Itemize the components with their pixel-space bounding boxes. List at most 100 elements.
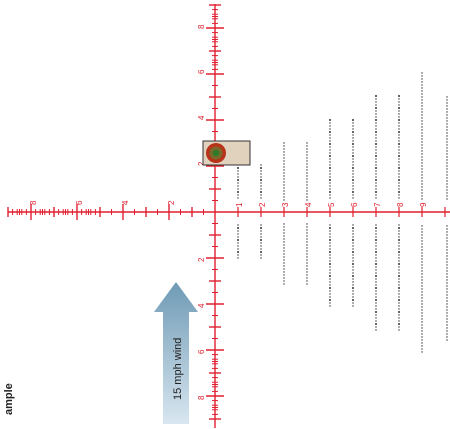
- holdover-dot: [283, 262, 285, 264]
- holdover-dot: [306, 262, 308, 264]
- holdover-dot: [283, 199, 285, 201]
- holdover-dot: [375, 278, 377, 280]
- holdover-dot: [237, 224, 239, 226]
- holdover-dot: [446, 270, 448, 272]
- holdover-dot: [352, 179, 354, 181]
- holdover-dot: [329, 122, 331, 124]
- holdover-dot: [237, 176, 239, 178]
- holdover-dot: [375, 143, 377, 145]
- holdover-dot: [421, 123, 423, 125]
- holdover-dot: [375, 137, 377, 139]
- holdover-dot: [283, 280, 285, 282]
- holdover-dot: [398, 176, 400, 178]
- holdover-dot: [375, 146, 377, 148]
- holdover-dot: [421, 87, 423, 89]
- holdover-dot: [352, 134, 354, 136]
- holdover-dot: [398, 329, 400, 331]
- holdover-dot: [352, 290, 354, 292]
- holdover-dot: [446, 273, 448, 275]
- holdover-dot: [398, 320, 400, 322]
- holdover-dot: [398, 167, 400, 169]
- holdover-dot: [329, 266, 331, 268]
- holdover-dot: [398, 164, 400, 166]
- holdover-dot: [446, 309, 448, 311]
- holdover-dot: [375, 281, 377, 283]
- holdover-dot: [283, 235, 285, 237]
- holdover-dot: [283, 142, 285, 144]
- holdover-dot: [283, 193, 285, 195]
- holdover-dot: [352, 239, 354, 241]
- holdover-dot: [352, 128, 354, 130]
- holdover-dot: [421, 243, 423, 245]
- holdover-dot: [398, 308, 400, 310]
- holdover-dot: [329, 242, 331, 244]
- holdover-dot: [398, 266, 400, 268]
- holdover-dot: [421, 318, 423, 320]
- holdover-dot: [421, 120, 423, 122]
- holdover-dot: [329, 233, 331, 235]
- h-right-label: 1: [235, 202, 244, 207]
- holdover-dot: [446, 159, 448, 161]
- holdover-dot: [329, 239, 331, 241]
- holdover-dot: [306, 271, 308, 273]
- holdover-dot: [398, 113, 400, 115]
- holdover-dot: [421, 99, 423, 101]
- holdover-dot: [375, 227, 377, 229]
- holdover-dot: [283, 175, 285, 177]
- h-left-label: 4: [121, 200, 130, 205]
- holdover-dot: [306, 199, 308, 201]
- holdover-dot: [329, 170, 331, 172]
- holdover-dot: [446, 315, 448, 317]
- holdover-dot: [446, 156, 448, 158]
- h-left-label: 2: [167, 200, 176, 205]
- holdover-dot: [375, 326, 377, 328]
- holdover-dot: [237, 230, 239, 232]
- holdover-dot: [446, 102, 448, 104]
- v-up-label: 2: [197, 161, 206, 166]
- wind-arrow: 15 mph wind: [154, 282, 198, 424]
- holdover-dot: [283, 187, 285, 189]
- holdover-dot: [329, 305, 331, 307]
- holdover-dot: [375, 254, 377, 256]
- holdover-dot: [421, 351, 423, 353]
- holdover-dot: [375, 179, 377, 181]
- holdover-dot: [329, 131, 331, 133]
- holdover-dot: [352, 143, 354, 145]
- holdover-dot: [446, 132, 448, 134]
- holdover-dot: [375, 314, 377, 316]
- holdover-dot: [375, 323, 377, 325]
- holdover-dot: [398, 125, 400, 127]
- holdover-dot: [421, 108, 423, 110]
- holdover-dot: [446, 105, 448, 107]
- holdover-dot: [421, 126, 423, 128]
- holdover-dot: [352, 236, 354, 238]
- holdover-dot: [398, 95, 400, 97]
- holdover-dot: [375, 317, 377, 319]
- holdover-dot: [375, 269, 377, 271]
- holdover-dot: [352, 182, 354, 184]
- holdover-dot: [375, 185, 377, 187]
- holdover-dot: [306, 229, 308, 231]
- holdover-dot: [329, 248, 331, 250]
- holdover-dot: [306, 145, 308, 147]
- holdover-dot: [375, 236, 377, 238]
- holdover-dot: [421, 282, 423, 284]
- holdover-dot: [352, 275, 354, 277]
- holdover-dot: [352, 146, 354, 148]
- holdover-dot: [421, 348, 423, 350]
- holdover-dot: [398, 98, 400, 100]
- holdover-dot: [421, 327, 423, 329]
- holdover-dot: [352, 176, 354, 178]
- holdover-dot: [306, 193, 308, 195]
- holdover-dot: [306, 184, 308, 186]
- holdover-dot: [329, 137, 331, 139]
- holdover-dot: [352, 287, 354, 289]
- holdover-dot: [398, 131, 400, 133]
- holdover-dot: [329, 227, 331, 229]
- holdover-dot: [283, 181, 285, 183]
- holdover-dot: [446, 327, 448, 329]
- holdover-dot: [283, 265, 285, 267]
- holdover-dot: [260, 236, 262, 238]
- holdover-dot: [421, 183, 423, 185]
- holdover-dot: [375, 272, 377, 274]
